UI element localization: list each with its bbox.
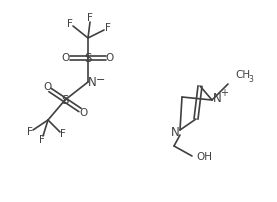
Text: F: F bbox=[27, 127, 33, 137]
Text: OH: OH bbox=[196, 152, 212, 162]
Text: O: O bbox=[106, 53, 114, 63]
Text: F: F bbox=[39, 135, 45, 145]
Text: −: − bbox=[96, 75, 106, 85]
Text: S: S bbox=[61, 94, 69, 106]
Text: N: N bbox=[171, 126, 179, 140]
Text: N: N bbox=[213, 92, 221, 104]
Text: CH: CH bbox=[235, 70, 250, 80]
Text: F: F bbox=[60, 129, 66, 139]
Text: O: O bbox=[43, 82, 51, 92]
Text: F: F bbox=[67, 19, 73, 29]
Text: +: + bbox=[220, 88, 228, 98]
Text: N: N bbox=[88, 76, 96, 88]
Text: O: O bbox=[79, 108, 87, 118]
Text: F: F bbox=[87, 13, 93, 23]
Text: F: F bbox=[105, 23, 111, 33]
Text: S: S bbox=[84, 52, 92, 64]
Text: O: O bbox=[62, 53, 70, 63]
Text: 3: 3 bbox=[248, 75, 253, 83]
